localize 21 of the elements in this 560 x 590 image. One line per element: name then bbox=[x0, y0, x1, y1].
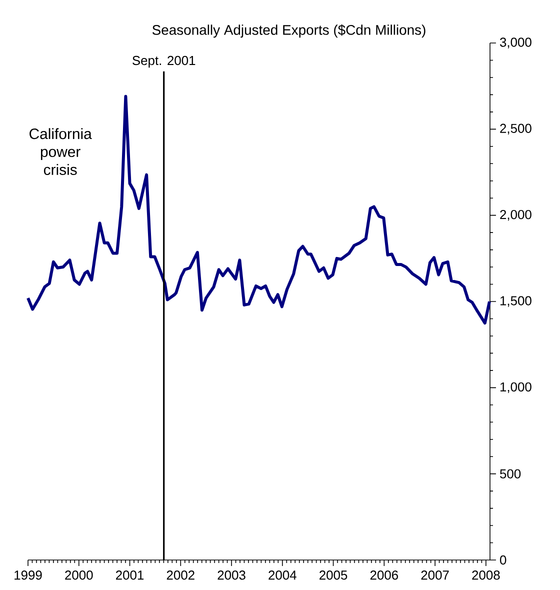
y-tick-label: 2,000 bbox=[500, 210, 532, 221]
y-tick-label: 2,500 bbox=[500, 124, 532, 135]
x-tick-label: 2006 bbox=[370, 570, 398, 580]
y-tick-label: 500 bbox=[500, 469, 521, 478]
x-tick-label: 2000 bbox=[65, 570, 93, 580]
x-tick-label: 2004 bbox=[268, 570, 296, 580]
y-tick-label: 0 bbox=[500, 555, 506, 565]
y-tick-label: 1,000 bbox=[500, 382, 532, 394]
x-tick-label: 1999 bbox=[14, 570, 42, 580]
line-series bbox=[26, 94, 491, 325]
x-tick-label: 2003 bbox=[218, 570, 246, 580]
x-tick-label: 2002 bbox=[166, 570, 194, 580]
y-tick-label: 1,500 bbox=[500, 296, 532, 307]
chart-title: Seasonally Adjusted Exports ($Cdn Millions) bbox=[152, 24, 426, 38]
y-tick-label: 3,000 bbox=[500, 38, 532, 48]
x-tick-label: 2005 bbox=[320, 570, 348, 580]
x-tick-label: 2007 bbox=[421, 570, 449, 580]
x-tick-label: 2001 bbox=[116, 570, 144, 580]
x-tick-label: 2008 bbox=[472, 570, 500, 580]
ref-line-label: Sept. 2001 bbox=[132, 56, 196, 68]
annotation: California power crisis bbox=[30, 128, 92, 175]
